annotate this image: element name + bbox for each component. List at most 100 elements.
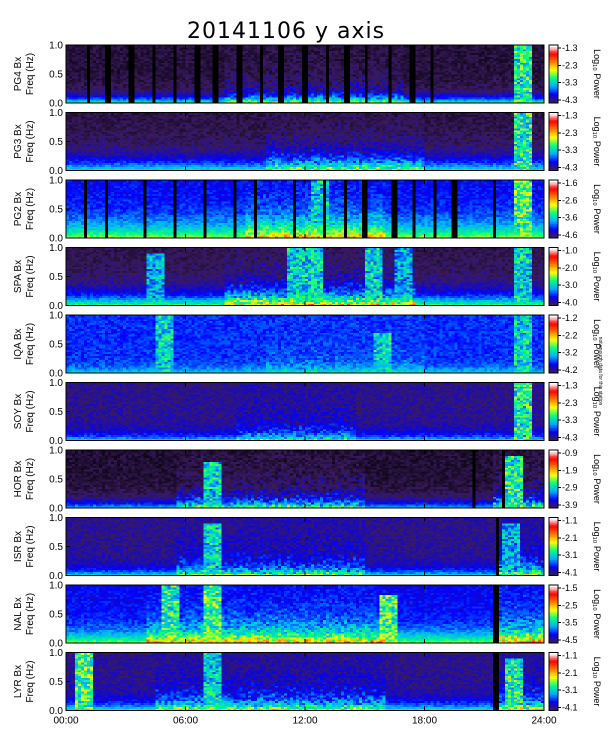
heatmap-cell	[173, 64, 177, 67]
heatmap-cell	[77, 62, 82, 65]
heatmap-cell	[194, 50, 198, 54]
heatmap-cell	[131, 89, 136, 92]
heatmap-cell	[71, 58, 76, 61]
heatmap-cell	[218, 99, 222, 102]
heatmap-cell	[92, 89, 97, 92]
heatmap-cell	[173, 52, 177, 56]
heatmap-cell	[110, 60, 115, 63]
heatmap-cell	[182, 81, 186, 85]
heatmap-cell	[86, 60, 91, 63]
heatmap-cell	[182, 64, 186, 67]
heatmap-cell	[146, 60, 151, 63]
heatmap-cell	[122, 50, 127, 54]
heatmap-cell	[152, 93, 157, 96]
heatmap-cell	[134, 46, 139, 50]
heatmap-cell	[98, 85, 103, 88]
heatmap-cell	[149, 95, 154, 98]
heatmap-cell	[137, 52, 142, 56]
heatmap-cell	[182, 91, 186, 94]
heatmap-cell	[68, 48, 73, 52]
heatmap-cell	[83, 75, 88, 79]
heatmap-cell	[179, 62, 183, 65]
heatmap-cell	[170, 77, 174, 81]
heatmap-cell	[149, 66, 154, 69]
heatmap-cell	[101, 58, 106, 61]
heatmap-cell	[74, 62, 79, 65]
heatmap-cell	[125, 99, 130, 102]
heatmap-cell	[122, 85, 127, 88]
heatmap-cell	[197, 97, 201, 100]
heatmap-cell	[137, 64, 142, 67]
heatmap-cell	[152, 101, 157, 104]
heatmap-cell	[152, 77, 157, 81]
heatmap-cell	[86, 64, 91, 67]
heatmap-cell	[116, 54, 121, 57]
heatmap-cell	[134, 79, 139, 83]
heatmap-cell	[80, 101, 85, 104]
heatmap-cell	[98, 62, 103, 65]
heatmap-cell	[107, 50, 112, 54]
heatmap-cell	[155, 95, 160, 98]
heatmap-cell	[185, 50, 189, 54]
heatmap-cell	[200, 64, 204, 67]
heatmap-cell	[206, 58, 210, 61]
heatmap-cells	[66, 45, 545, 104]
heatmap-cell	[146, 48, 151, 52]
heatmap-cell	[125, 79, 130, 83]
heatmap-cell	[215, 70, 219, 73]
heatmap-cell	[107, 56, 112, 59]
heatmap-cell	[110, 93, 115, 96]
heatmap-cell	[152, 58, 157, 61]
heatmap-cell	[113, 99, 118, 102]
heatmap-cell	[173, 74, 177, 77]
heatmap-cell	[206, 75, 210, 79]
heatmap-cell	[66, 97, 70, 100]
heatmap-cell	[74, 77, 79, 81]
heatmap-cell	[167, 46, 171, 50]
heatmap-cell	[122, 56, 127, 59]
heatmap-cell	[77, 75, 82, 79]
heatmap-cell	[92, 45, 97, 48]
heatmap-cell	[68, 56, 73, 59]
heatmap-cell	[122, 97, 127, 100]
heatmap-cell	[143, 85, 148, 88]
heatmap-cell	[119, 85, 124, 88]
heatmap-cell	[83, 62, 88, 65]
heatmap-cell	[125, 77, 130, 81]
heatmap-cell	[128, 81, 133, 85]
heatmap-cell	[206, 46, 210, 50]
heatmap-cell	[113, 89, 118, 92]
heatmap-cell	[66, 64, 70, 67]
heatmap-cell	[107, 62, 112, 65]
heatmap-cell	[164, 62, 168, 65]
heatmap-cell	[149, 87, 154, 90]
heatmap-cell	[197, 77, 201, 81]
heatmap-cell	[182, 66, 186, 69]
heatmap-cell	[215, 85, 219, 88]
heatmap-cell	[185, 74, 189, 77]
heatmap-cell	[128, 91, 133, 94]
heatmap-cell	[206, 54, 210, 57]
heatmap-cell	[110, 99, 115, 102]
heatmap-cell	[83, 50, 88, 54]
heatmap-cell	[83, 58, 88, 61]
heatmap-cell	[158, 56, 162, 59]
heatmap-cell	[215, 87, 219, 90]
heatmap-cell	[179, 89, 183, 92]
heatmap-cell	[194, 85, 198, 88]
heatmap-cell	[155, 85, 160, 88]
heatmap-cell	[113, 50, 118, 54]
heatmap-cell	[95, 70, 100, 73]
heatmap-cell	[86, 74, 91, 77]
heatmap-cell	[80, 48, 85, 52]
heatmap-cell	[170, 48, 174, 52]
heatmap-cell	[77, 74, 82, 77]
heatmap-cell	[191, 97, 195, 100]
heatmap-cell	[191, 70, 195, 73]
heatmap-cell	[167, 101, 171, 104]
heatmap-cell	[218, 70, 222, 73]
heatmap-cell	[77, 87, 82, 90]
heatmap-cell	[215, 45, 219, 48]
heatmap-cell	[179, 75, 183, 79]
heatmap-cell	[197, 85, 201, 88]
